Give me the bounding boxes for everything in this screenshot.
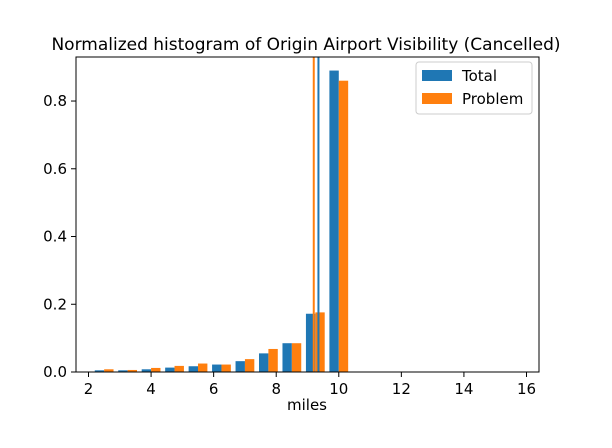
chart-title: Normalized histogram of Origin Airport V…: [51, 35, 560, 55]
bar-total: [305, 313, 316, 372]
bar-problem: [174, 365, 184, 372]
bar-problem: [244, 359, 255, 372]
bar-problem: [151, 367, 161, 372]
bar-problem: [198, 363, 208, 372]
x-axis-ticks: 2 4 6 8 10 12 14 16: [84, 372, 536, 398]
bar-total: [94, 370, 105, 372]
legend-swatch-total: [422, 70, 452, 81]
bar-problem: [104, 369, 114, 372]
x-tick-label: 14: [454, 380, 473, 398]
bar-total: [165, 367, 175, 372]
x-tick-label: 6: [209, 380, 219, 398]
x-tick-label: 8: [271, 380, 281, 398]
mean-lines-group: [312, 57, 320, 372]
x-axis-label: miles: [287, 396, 327, 414]
x-tick-label: 4: [146, 380, 156, 398]
plot-area: [75, 56, 540, 373]
x-tick-label: 16: [517, 380, 536, 398]
y-tick-label: 0.4: [43, 228, 67, 246]
legend-swatch-problem: [422, 93, 452, 104]
x-tick-label: 2: [84, 380, 94, 398]
legend-label-total: Total: [461, 67, 497, 85]
legend-label-problem: Problem: [462, 90, 523, 108]
y-tick-label: 0.6: [43, 160, 67, 178]
y-tick-label: 0.2: [43, 295, 67, 313]
bar-problem: [338, 80, 349, 372]
bar-total: [329, 70, 339, 372]
bar-total: [235, 361, 245, 372]
bar-total: [212, 364, 222, 372]
x-tick-label: 10: [329, 380, 348, 398]
bar-total: [118, 370, 128, 372]
bar-total: [259, 353, 269, 372]
bar-problem: [268, 348, 278, 372]
bar-problem: [315, 312, 325, 372]
y-tick-label: 0.8: [43, 92, 67, 110]
bars-group: [94, 70, 349, 372]
bar-problem: [221, 364, 231, 372]
axes-frame: [75, 56, 540, 373]
bar-problem: [127, 369, 138, 372]
legend: Total Problem: [415, 61, 533, 115]
bar-problem: [291, 343, 302, 372]
bar-total: [141, 369, 152, 372]
y-tick-label: 0.0: [43, 363, 67, 381]
bar-total: [188, 366, 199, 372]
y-axis-ticks: 0.0 0.2 0.4 0.6 0.8: [43, 92, 76, 381]
bar-total: [282, 343, 292, 372]
x-tick-label: 12: [392, 380, 411, 398]
